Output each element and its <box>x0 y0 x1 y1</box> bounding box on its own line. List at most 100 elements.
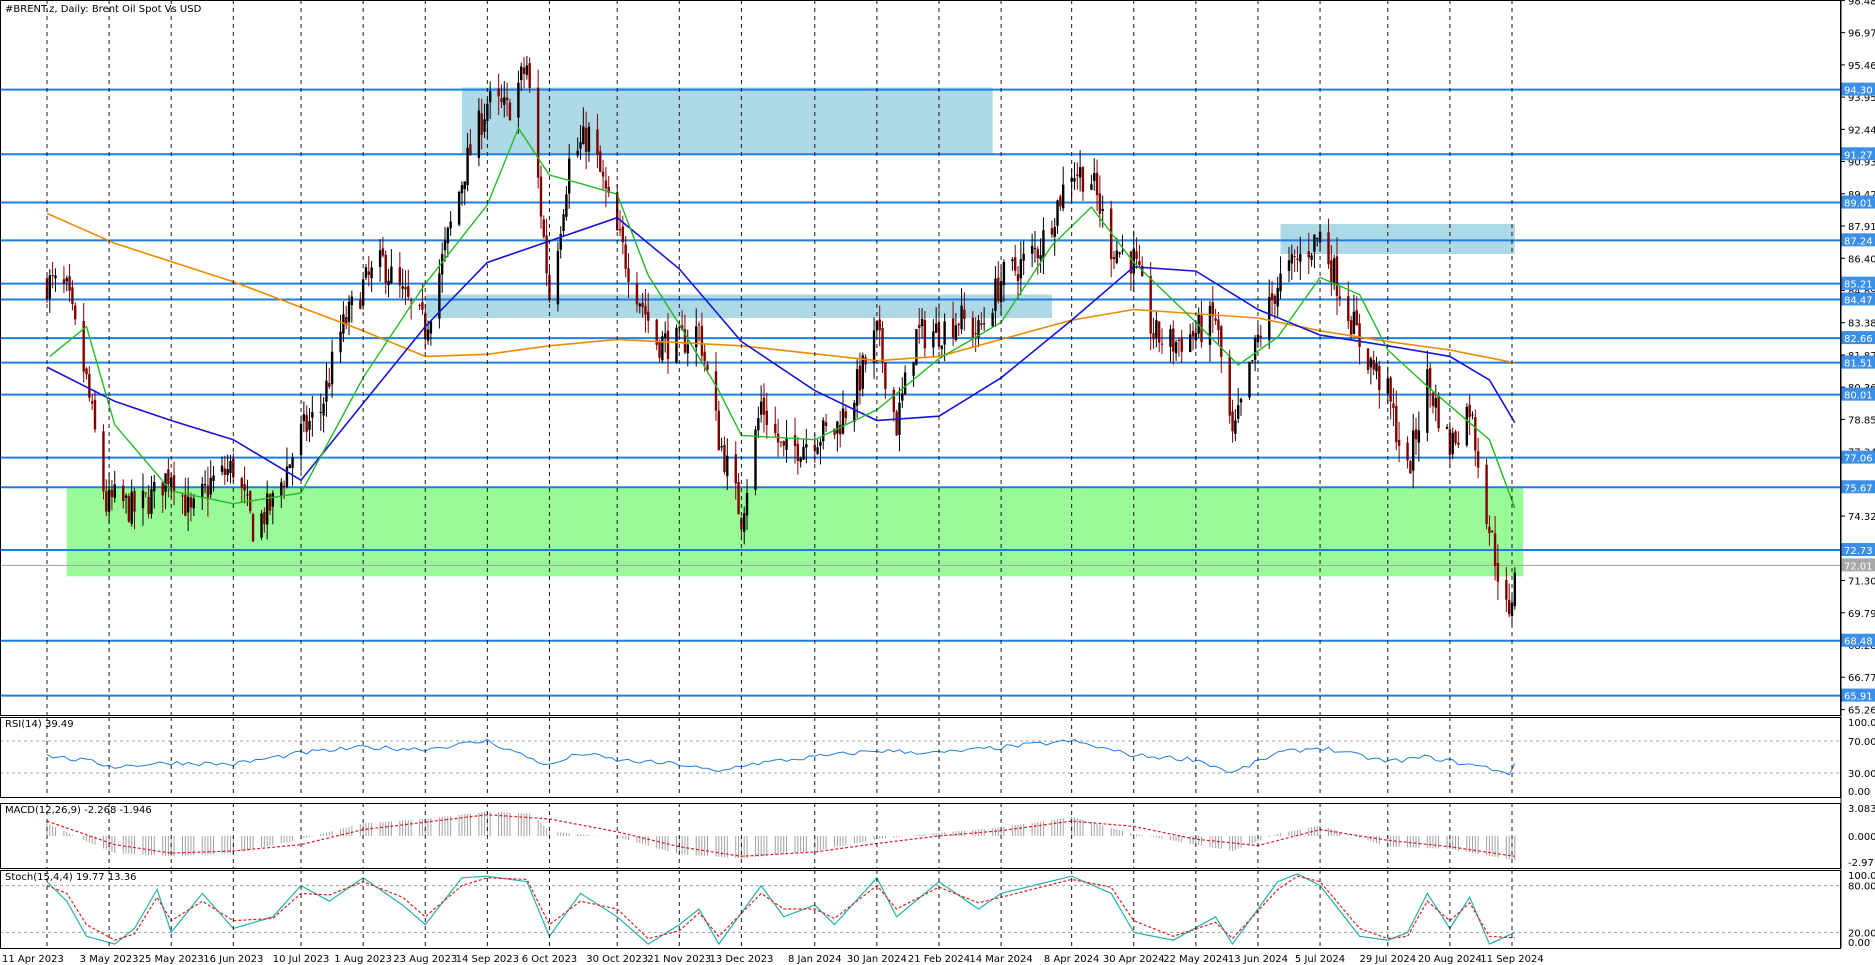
candle-body[interactable] <box>1293 256 1296 258</box>
candle-body[interactable] <box>409 299 413 302</box>
candle-body[interactable] <box>714 371 718 411</box>
candle-body[interactable] <box>192 498 195 509</box>
candle-body[interactable] <box>1098 193 1102 214</box>
candle-body[interactable] <box>765 410 768 426</box>
candle-body[interactable] <box>229 460 232 474</box>
candle-body[interactable] <box>463 181 466 189</box>
candle-body[interactable] <box>325 380 328 402</box>
candle-body[interactable] <box>1491 530 1494 532</box>
candle-body[interactable] <box>172 475 176 492</box>
candle-body[interactable] <box>367 271 370 275</box>
candle-body[interactable] <box>1013 257 1017 271</box>
candle-body[interactable] <box>932 331 935 348</box>
candle-body[interactable] <box>1019 259 1023 279</box>
candle-body[interactable] <box>1451 432 1454 455</box>
candle-body[interactable] <box>940 345 944 349</box>
candle-body[interactable] <box>1214 318 1217 321</box>
candle-body[interactable] <box>1507 599 1511 615</box>
candle-body[interactable] <box>1465 406 1469 446</box>
candle-body[interactable] <box>1101 208 1104 212</box>
candle-body[interactable] <box>757 417 760 431</box>
candle-body[interactable] <box>723 444 726 473</box>
candle-body[interactable] <box>1073 177 1076 182</box>
candle-body[interactable] <box>1372 359 1375 370</box>
candle-body[interactable] <box>1251 360 1254 362</box>
candle-body[interactable] <box>774 423 777 434</box>
candle-body[interactable] <box>1318 231 1322 243</box>
candle-body[interactable] <box>1316 238 1319 240</box>
candle-body[interactable] <box>246 494 249 496</box>
candle-body[interactable] <box>1112 257 1116 259</box>
candle-body[interactable] <box>1076 174 1079 177</box>
candle-body[interactable] <box>350 296 354 306</box>
candle-body[interactable] <box>841 408 845 434</box>
candle-body[interactable] <box>387 280 390 286</box>
candle-body[interactable] <box>954 325 958 340</box>
candle-body[interactable] <box>1115 250 1119 263</box>
candle-body[interactable] <box>963 309 966 319</box>
candle-body[interactable] <box>1496 562 1500 582</box>
candle-body[interactable] <box>429 321 433 334</box>
candle-body[interactable] <box>734 454 737 484</box>
candle-body[interactable] <box>838 424 842 435</box>
candle-body[interactable] <box>209 477 212 495</box>
candle-body[interactable] <box>497 88 500 97</box>
candle-body[interactable] <box>1347 296 1350 322</box>
candle-body[interactable] <box>1211 302 1214 317</box>
candle-body[interactable] <box>1299 253 1302 262</box>
candle-body[interactable] <box>164 473 167 492</box>
candle-body[interactable] <box>285 466 289 487</box>
candle-body[interactable] <box>884 362 887 389</box>
candle-body[interactable] <box>201 483 204 499</box>
candle-body[interactable] <box>85 368 88 375</box>
candle-body[interactable] <box>1276 287 1279 307</box>
candle-body[interactable] <box>802 446 805 460</box>
candle-body[interactable] <box>364 267 368 278</box>
candle-body[interactable] <box>1172 328 1175 352</box>
candle-body[interactable] <box>361 279 365 306</box>
candle-body[interactable] <box>528 63 531 89</box>
candle-body[interactable] <box>1454 431 1457 444</box>
candle-body[interactable] <box>1177 339 1181 342</box>
candle-body[interactable] <box>1191 330 1195 337</box>
candle-body[interactable] <box>661 336 664 361</box>
candle-body[interactable] <box>1313 234 1316 252</box>
candle-body[interactable] <box>1428 368 1432 389</box>
candle-body[interactable] <box>260 513 263 538</box>
candle-body[interactable] <box>1513 572 1517 607</box>
candle-body[interactable] <box>268 494 272 511</box>
candle-body[interactable] <box>1505 580 1508 600</box>
candle-body[interactable] <box>1228 355 1231 416</box>
candle-body[interactable] <box>263 512 266 524</box>
candle-body[interactable] <box>223 468 227 475</box>
candle-body[interactable] <box>720 445 723 448</box>
candle-body[interactable] <box>1050 228 1054 235</box>
candle-body[interactable] <box>796 443 800 462</box>
candle-body[interactable] <box>71 287 74 304</box>
candle-body[interactable] <box>805 444 808 448</box>
candle-body[interactable] <box>232 458 235 478</box>
candle-body[interactable] <box>311 412 314 418</box>
candle-body[interactable] <box>449 221 452 229</box>
candle-body[interactable] <box>813 444 816 451</box>
candle-body[interactable] <box>51 275 54 277</box>
candle-body[interactable] <box>1234 420 1237 434</box>
candle-body[interactable] <box>881 328 884 363</box>
candle-body[interactable] <box>480 113 483 135</box>
candle-body[interactable] <box>1471 414 1474 416</box>
candle-body[interactable] <box>1090 184 1093 190</box>
candle-body[interactable] <box>305 414 308 432</box>
candle-body[interactable] <box>980 323 983 325</box>
candle-body[interactable] <box>706 364 709 370</box>
candle-body[interactable] <box>822 420 825 442</box>
candle-body[interactable] <box>1406 442 1409 461</box>
candle-body[interactable] <box>599 151 602 172</box>
candle-body[interactable] <box>1270 293 1274 300</box>
candle-body[interactable] <box>872 330 876 364</box>
candle-body[interactable] <box>1426 369 1429 433</box>
candle-body[interactable] <box>638 303 641 307</box>
candle-body[interactable] <box>68 276 71 291</box>
candle-body[interactable] <box>974 333 977 335</box>
candle-body[interactable] <box>1279 273 1282 292</box>
candle-body[interactable] <box>844 411 848 418</box>
